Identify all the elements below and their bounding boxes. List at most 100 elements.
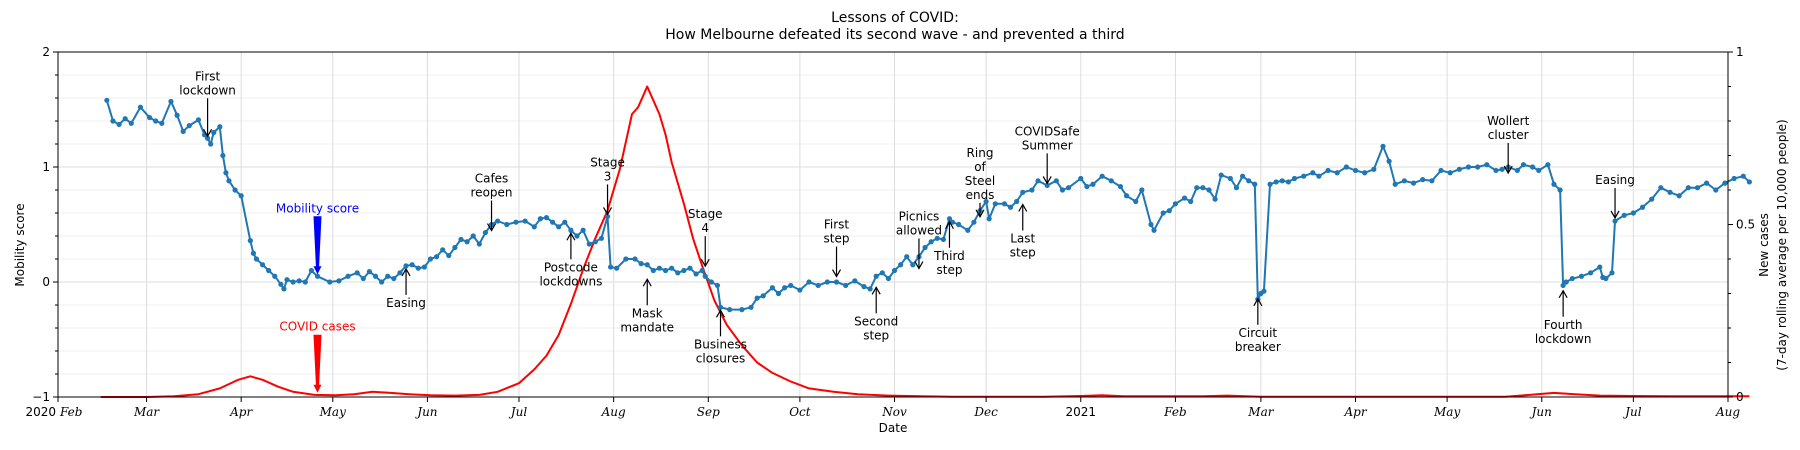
mobility-point (1386, 158, 1392, 164)
y-axis-left-label: Mobility score (13, 203, 27, 286)
x-tick-label: Nov (881, 405, 907, 419)
mobility-point (1603, 275, 1609, 282)
mobility-point (1731, 175, 1737, 182)
mobility-point (1499, 166, 1505, 172)
mobility-point (1563, 279, 1569, 285)
mobility-point (623, 256, 629, 262)
x-axis-label: Date (879, 421, 908, 435)
mobility-point (843, 282, 849, 289)
mobility-point (433, 254, 440, 260)
mobility-point (992, 201, 998, 207)
mobility-point (717, 304, 724, 310)
y-left-tick-label: 2 (42, 45, 50, 59)
mobility-point (879, 270, 885, 276)
annotation-arrowhead (313, 384, 322, 393)
mobility-point (1438, 167, 1444, 174)
y-left-tick-label: −1 (32, 390, 50, 404)
mobility-point (223, 170, 229, 176)
annotation-label: Last (1010, 232, 1035, 246)
mobility-point (1200, 185, 1206, 191)
mobility-point (1301, 173, 1307, 179)
mobility-point (1090, 181, 1096, 187)
mobility-point (208, 141, 214, 147)
mobility-point (1267, 181, 1273, 187)
mobility-point (1551, 181, 1557, 187)
mobility-point (1722, 180, 1728, 186)
x-tick-label: Jul (508, 405, 528, 419)
mobility-point (940, 236, 946, 243)
x-tick-label: Sep (697, 405, 720, 419)
chart-subtitle: How Melbourne defeated its second wave -… (665, 27, 1124, 43)
mobility-point (1065, 185, 1072, 191)
mobility-point (543, 215, 550, 221)
mobility-point (775, 290, 782, 297)
mobility-point (910, 262, 916, 268)
mobility-point (146, 114, 153, 121)
x-tick-label: Jul (1622, 405, 1642, 419)
mobility-point (1014, 198, 1020, 205)
mobility-point (327, 279, 333, 285)
mobility-point (1053, 178, 1059, 184)
mobility-point (1172, 201, 1179, 207)
mobility-point (1261, 288, 1267, 294)
y-right-tick-label: 0 (1736, 390, 1744, 404)
mobility-point (308, 267, 315, 274)
mobility-point (1151, 227, 1157, 233)
mobility-point (739, 307, 745, 313)
mobility-point (440, 247, 446, 253)
mobility-point (1133, 198, 1139, 205)
x-tick-label: Oct (789, 405, 811, 419)
mobility-point (708, 279, 714, 285)
mobility-point (604, 213, 611, 220)
mobility-point (1658, 185, 1664, 191)
annotation-label: mandate (620, 320, 674, 334)
mobility-point (522, 218, 528, 224)
mobility-point (1160, 210, 1166, 216)
chart-title: Lessons of COVID: (831, 10, 959, 26)
mobility-point (681, 267, 687, 274)
mobility-point (1181, 195, 1188, 201)
annotation-arrowhead (1503, 165, 1513, 175)
mobility-point (137, 104, 144, 110)
x-tick-label: Aug (601, 405, 626, 419)
annotation-label: Fourth (1544, 318, 1583, 332)
mobility-point (1059, 187, 1066, 193)
mobility-point (815, 282, 821, 289)
mobility-point (266, 267, 272, 274)
annotation-arrowhead (1558, 289, 1568, 299)
x-tick-label: Mar (133, 405, 160, 419)
mobility-point (833, 279, 840, 285)
mobility-point (891, 267, 898, 274)
mobility-point (379, 279, 385, 285)
mobility-point (427, 256, 434, 262)
annotation-label: allowed (896, 224, 942, 238)
annotation-label: Ring (967, 146, 994, 160)
mobility-point (1099, 173, 1105, 179)
annotation-label: ends (966, 188, 995, 202)
mobility-point (1694, 185, 1701, 191)
annotation-arrowhead (1253, 297, 1263, 307)
mobility-point (1343, 164, 1349, 170)
mobility-point (403, 263, 409, 269)
plot-frame (57, 51, 1729, 398)
mobility-point (687, 265, 693, 271)
mobility-point (1545, 162, 1551, 168)
mobility-point (186, 123, 192, 129)
mobility-point (867, 286, 873, 292)
annotation-label: reopen (471, 186, 513, 200)
annotation-label: Third (933, 249, 965, 263)
annotation-arrowhead (715, 309, 726, 318)
mobility-point (1597, 264, 1603, 270)
mobility-point (1035, 178, 1041, 184)
mobility-point (1148, 221, 1154, 228)
y-right-tick-label: 0.5 (1736, 218, 1755, 232)
mobility-point (788, 282, 794, 289)
mobility-point (226, 178, 232, 184)
annotation-arrowhead (914, 261, 924, 270)
annotation-label: Second (854, 314, 898, 328)
mobility-point (782, 285, 788, 291)
cases-line (100, 85, 1750, 398)
mobility-point (1194, 185, 1200, 191)
